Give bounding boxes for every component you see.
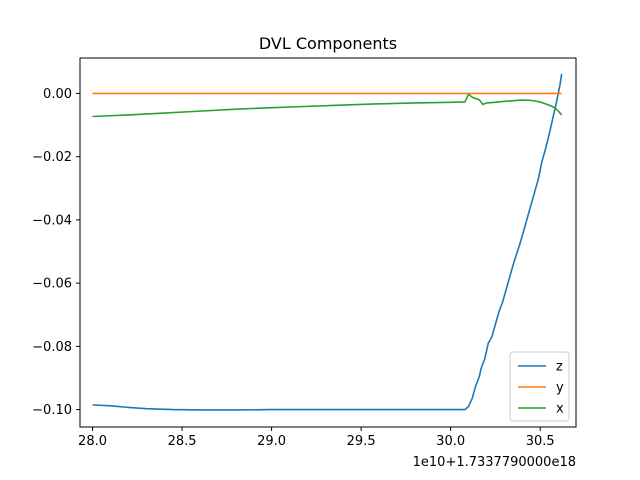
series-layer bbox=[92, 73, 563, 411]
y-tick-label: 0.00 bbox=[43, 87, 72, 102]
series-line-z bbox=[92, 73, 563, 411]
x-tick-label: 29.5 bbox=[347, 434, 376, 449]
y-tick-label: −0.06 bbox=[32, 277, 72, 292]
plot-frame bbox=[79, 57, 577, 428]
x-tick-label: 28.5 bbox=[168, 434, 197, 449]
y-tick-label: −0.02 bbox=[32, 150, 72, 165]
y-axis: 0.00 −0.02 −0.04 −0.06 −0.08 −0.10 bbox=[32, 87, 80, 418]
y-tick-label: −0.10 bbox=[32, 403, 72, 418]
y-tick-label: −0.04 bbox=[32, 213, 72, 228]
x-tick-label: 29.0 bbox=[257, 434, 286, 449]
x-tick-label: 30.0 bbox=[436, 434, 465, 449]
x-axis: 28.0 28.5 29.0 29.5 30.0 30.5 bbox=[78, 427, 555, 449]
x-tick-label: 28.0 bbox=[78, 434, 107, 449]
series-line-x bbox=[92, 93, 563, 118]
x-tick-label: 30.5 bbox=[526, 434, 555, 449]
legend-label-z: z bbox=[556, 360, 563, 375]
legend-label-y: y bbox=[556, 381, 564, 396]
chart-title: DVL Components bbox=[259, 34, 397, 53]
legend-label-x: x bbox=[556, 402, 564, 417]
legend: zyx bbox=[509, 351, 570, 422]
x-axis-offset-label: 1e10+1.7337790000e18 bbox=[413, 455, 576, 470]
y-tick-label: −0.08 bbox=[32, 340, 72, 355]
